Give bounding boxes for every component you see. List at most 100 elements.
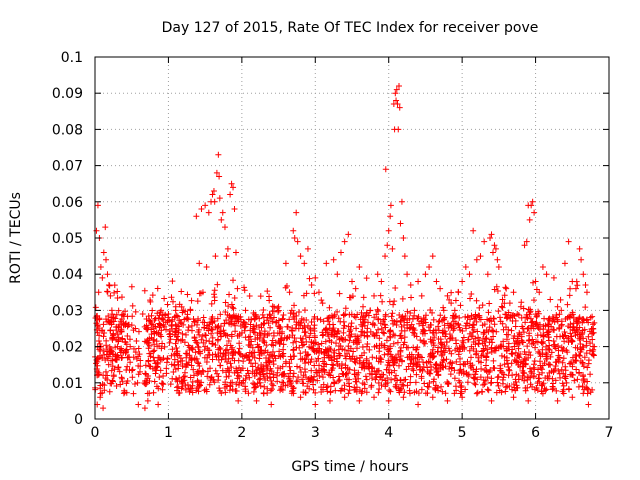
- data-point-dense: [146, 390, 153, 397]
- data-point: [174, 350, 181, 357]
- data-point-dense: [316, 372, 323, 379]
- data-point-dense: [159, 386, 166, 393]
- data-point-dense: [222, 379, 229, 386]
- data-point-dense: [304, 383, 311, 390]
- data-point-dense: [477, 374, 484, 381]
- data-point-dense: [377, 292, 384, 299]
- data-point-dense: [408, 321, 415, 328]
- data-point-dense: [547, 361, 554, 368]
- data-point-dense: [380, 371, 387, 378]
- data-point-dense: [209, 340, 216, 347]
- data-point-dense: [280, 353, 287, 360]
- data-point-dense: [105, 361, 112, 368]
- data-point-dense: [124, 332, 131, 339]
- data-point-dense: [490, 357, 497, 364]
- data-point-dense: [160, 381, 167, 388]
- data-point-dense: [484, 374, 491, 381]
- data-point-dense: [371, 332, 378, 339]
- data-point: [569, 278, 576, 285]
- data-point-dense: [505, 366, 512, 373]
- data-point-dense: [217, 362, 224, 369]
- data-point: [304, 245, 311, 252]
- data-point-dense: [327, 346, 334, 353]
- data-point-dense: [520, 329, 527, 336]
- data-point-dense: [268, 341, 275, 348]
- data-point-dense: [525, 374, 532, 381]
- data-point-dense: [441, 342, 448, 349]
- data-point-dense: [201, 319, 208, 326]
- data-point-dense: [240, 377, 247, 384]
- data-point-dense: [258, 367, 265, 374]
- data-point-dense: [305, 322, 312, 329]
- data-point: [108, 307, 115, 314]
- data-point-dense: [150, 337, 157, 344]
- data-point-dense: [324, 383, 331, 390]
- data-point-dense: [330, 349, 337, 356]
- data-point-dense: [210, 376, 217, 383]
- data-point-dense: [100, 321, 107, 328]
- data-point-dense: [408, 357, 415, 364]
- data-point-dense: [478, 359, 485, 366]
- data-point-dense: [297, 335, 304, 342]
- data-point-dense: [209, 351, 216, 358]
- data-point-dense: [452, 297, 459, 304]
- data-point-dense: [584, 364, 591, 371]
- data-point: [503, 285, 510, 292]
- data-point-dense: [175, 361, 182, 368]
- data-point-dense: [472, 335, 479, 342]
- data-point-dense: [496, 387, 503, 394]
- data-point: [576, 245, 583, 252]
- data-point-dense: [518, 314, 525, 321]
- data-point-dense: [274, 378, 281, 385]
- data-point-dense: [130, 354, 137, 361]
- data-point-dense: [228, 301, 235, 308]
- x-axis-label: GPS time / hours: [291, 459, 408, 475]
- data-point-dense: [413, 361, 420, 368]
- data-point-dense: [274, 364, 281, 371]
- data-point-dense: [167, 336, 174, 343]
- data-point-dense: [236, 350, 243, 357]
- data-point-dense: [448, 364, 455, 371]
- data-point-dense: [363, 389, 370, 396]
- data-point-dense: [163, 365, 170, 372]
- data-point-dense: [291, 302, 298, 309]
- data-point: [210, 187, 217, 194]
- data-point-dense: [470, 326, 477, 333]
- data-point-dense: [360, 294, 367, 301]
- data-point: [293, 209, 300, 216]
- data-point-dense: [484, 346, 491, 353]
- y-tick-label: 0.05: [52, 231, 83, 247]
- data-point: [288, 307, 295, 314]
- data-point-dense: [530, 321, 537, 328]
- data-point-dense: [360, 318, 367, 325]
- data-point-dense: [264, 385, 271, 392]
- data-point-dense: [485, 368, 492, 375]
- data-point-dense: [236, 373, 243, 380]
- data-point-dense: [583, 338, 590, 345]
- data-point: [286, 289, 293, 296]
- data-point-dense: [228, 364, 235, 371]
- data-point-dense: [503, 347, 510, 354]
- data-point-dense: [230, 349, 237, 356]
- data-point-dense: [131, 381, 138, 388]
- data-point-dense: [311, 362, 318, 369]
- data-point-dense: [283, 282, 290, 289]
- data-point-dense: [273, 318, 280, 325]
- data-point-dense: [193, 387, 200, 394]
- data-point-dense: [440, 364, 447, 371]
- data-point-dense: [556, 324, 563, 331]
- data-point-dense: [573, 366, 580, 373]
- data-point-dense: [480, 330, 487, 337]
- data-point-dense: [119, 336, 126, 343]
- data-point-dense: [539, 346, 546, 353]
- data-point-dense: [375, 308, 382, 315]
- data-point: [404, 271, 411, 278]
- data-point-dense: [424, 364, 431, 371]
- data-point-dense: [302, 389, 309, 396]
- data-point-dense: [169, 346, 176, 353]
- data-point-dense: [195, 317, 202, 324]
- data-point-dense: [280, 312, 287, 319]
- data-point-dense: [304, 351, 311, 358]
- data-point-dense: [345, 380, 352, 387]
- data-point-dense: [559, 359, 566, 366]
